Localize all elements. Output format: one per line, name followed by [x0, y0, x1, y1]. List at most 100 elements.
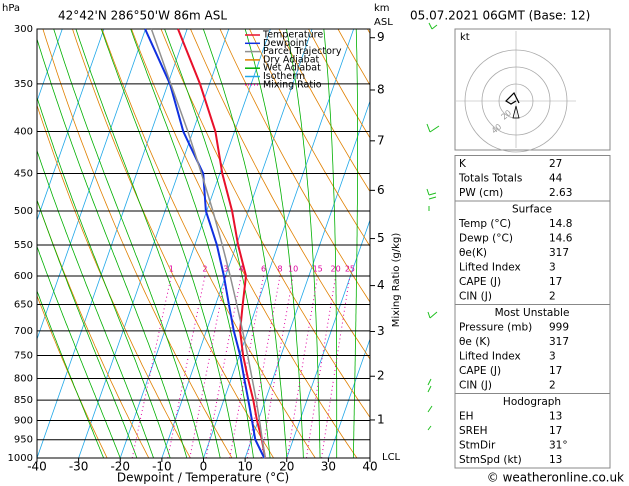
y-tick-label: 450	[14, 168, 33, 179]
wind-barb	[427, 378, 432, 393]
stats-value: 13	[549, 454, 562, 466]
x-tick-label: 10	[237, 460, 252, 474]
wet-adiabat	[37, 37, 188, 458]
mixing-ratio-label: 10	[288, 264, 298, 273]
wet-adiabat	[244, 29, 304, 458]
mixing-ratio-label: 20	[331, 264, 341, 273]
legend-label: Dry Adiabat	[263, 54, 320, 65]
isotherm	[327, 337, 370, 458]
chart-title: 42°42'N 286°50'W 86m ASL	[58, 9, 227, 23]
mixing-ratio-label: 2	[202, 264, 207, 273]
y-tick-label: 600	[14, 271, 33, 282]
y2-axis-unit: ASL	[374, 17, 393, 28]
y2-tick-label: 5	[377, 231, 385, 245]
stats-label: K	[459, 158, 467, 170]
stats-label: θe (K)	[459, 336, 490, 348]
isotherm	[37, 29, 188, 458]
y-tick-label: 900	[14, 415, 33, 426]
stats-box	[454, 393, 611, 469]
isotherm	[244, 100, 370, 458]
y-tick-label: 700	[14, 326, 33, 337]
stats-label: Temp (°C)	[458, 218, 511, 230]
stats-value: 2.63	[549, 187, 572, 199]
stats-value: 17	[549, 365, 562, 377]
y-tick-label: 1000	[8, 453, 33, 464]
x-tick-label: 20	[279, 460, 294, 474]
mixing-ratio-line	[321, 275, 351, 459]
x-tick-label: -20	[110, 460, 130, 474]
x-tick-label: 30	[321, 460, 336, 474]
lcl-label: LCL	[382, 452, 401, 463]
legend-label: Mixing Ratio	[263, 79, 322, 90]
stats-label: SREH	[459, 425, 488, 437]
mixing-ratio-line	[167, 275, 206, 459]
stats-value: 44	[549, 173, 563, 185]
mixing-ratio-line	[246, 275, 281, 459]
y2-tick-label: 2	[377, 369, 385, 383]
stats-label: StmSpd (kt)	[459, 454, 522, 466]
storm-motion	[512, 105, 520, 119]
stats-value: 27	[549, 158, 562, 170]
y-tick-label: 850	[14, 395, 33, 406]
profile-line	[150, 28, 266, 459]
stats-value: 17	[549, 276, 562, 288]
legend-label: Dewpoint	[263, 38, 308, 49]
hodograph-unit: kt	[460, 32, 470, 43]
y-tick-label: 750	[14, 350, 33, 361]
wet-adiabat	[323, 29, 338, 458]
y2-tick-label: 7	[377, 133, 385, 147]
y-tick-label: 350	[14, 79, 33, 90]
mixing-ratio-label: 8	[277, 264, 282, 273]
y-tick-label: 400	[14, 127, 33, 138]
stats-label: θe(K)	[459, 247, 487, 259]
legend-label: Wet Adiabat	[263, 63, 321, 74]
x-tick-label: -40	[27, 460, 47, 474]
stats-label: StmDir	[459, 440, 496, 452]
mixing-axis-title: Mixing Ratio (g/kg)	[391, 233, 402, 328]
legend-label: Parcel Trajectory	[263, 46, 342, 57]
wind-barb	[428, 22, 438, 30]
mixing-ratio-label: 15	[313, 264, 323, 273]
stats-label: Lifted Index	[459, 351, 521, 363]
dry-adiabat	[101, 29, 316, 458]
x-tick-label: 40	[362, 460, 377, 474]
y2-tick-label: 6	[377, 183, 385, 197]
wind-barb	[426, 188, 437, 200]
mixing-ratio-label: 25	[345, 264, 355, 273]
y2-tick-label: 1	[377, 412, 385, 426]
wet-adiabat	[286, 29, 321, 458]
x-axis-title: Dewpoint / Temperature (°C)	[117, 471, 289, 485]
legend-label: Isotherm	[263, 71, 305, 82]
stats-value: 3	[549, 262, 556, 274]
stats-section-title: Most Unstable	[495, 307, 570, 319]
stats-value: 317	[549, 336, 569, 348]
dry-adiabat	[219, 29, 370, 303]
isotherm	[203, 29, 355, 458]
stats-value: 2	[549, 291, 556, 303]
y-tick-label: 950	[14, 435, 33, 446]
dry-adiabat	[278, 29, 370, 193]
hodograph-ring-label: 40	[490, 122, 504, 135]
wind-barb	[426, 123, 440, 133]
profile-line	[177, 28, 267, 459]
mixing-ratio-label: 3	[223, 264, 228, 273]
hodograph-trace	[505, 91, 520, 105]
isotherm	[286, 218, 370, 458]
y-tick-label: 800	[14, 373, 33, 384]
stats-label: Dewp (°C)	[459, 233, 513, 245]
x-tick-label: -30	[69, 460, 89, 474]
plot-frame	[36, 28, 371, 459]
stats-value: 17	[549, 425, 562, 437]
stats-value: 3	[549, 351, 556, 363]
y2-tick-label: 9	[377, 30, 385, 44]
stats-label: CIN (J)	[459, 291, 492, 303]
profile-line	[144, 28, 266, 459]
legend-label: Temperature	[262, 30, 323, 41]
stats-value: 999	[549, 322, 569, 334]
hodograph-frame	[454, 28, 611, 151]
stats-value: 317	[549, 247, 569, 259]
y-tick-label: 650	[14, 300, 33, 311]
stats-label: CAPE (J)	[459, 276, 501, 288]
footer: © weatheronline.co.uk	[487, 471, 624, 485]
